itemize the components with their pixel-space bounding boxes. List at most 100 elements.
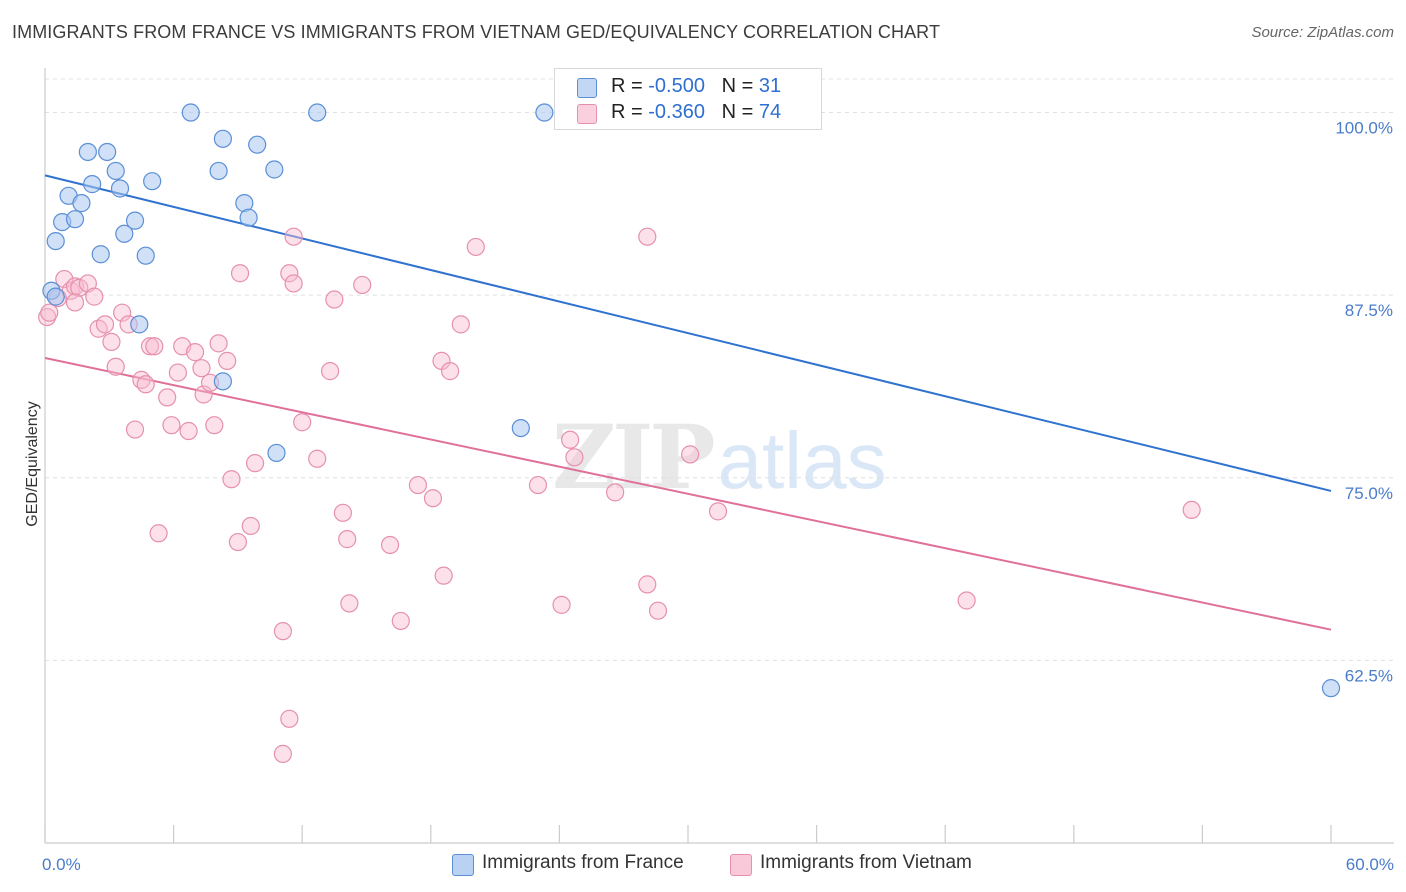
legend-text-france: R = -0.500 N = 31	[611, 75, 781, 98]
vietnam-point	[708, 502, 728, 521]
france-point	[213, 129, 232, 148]
vietnam-point	[125, 420, 145, 439]
vietnam-point	[391, 611, 410, 631]
france-point	[248, 135, 267, 154]
vietnam-point	[440, 362, 460, 381]
series-france-points	[42, 103, 1341, 698]
france-point	[65, 210, 85, 229]
vietnam-point	[230, 264, 250, 283]
france-point	[125, 211, 145, 230]
france-point	[1321, 679, 1341, 698]
vietnam-point	[648, 601, 668, 620]
france-point	[239, 208, 258, 227]
vietnam-point	[565, 448, 584, 467]
vietnam-point	[85, 287, 104, 306]
vietnam-point	[308, 449, 327, 468]
vietnam-point	[293, 413, 312, 432]
source-label: Source: ZipAtlas.com	[1251, 24, 1394, 41]
watermark-atlas: atlas	[717, 416, 887, 505]
france-point	[46, 287, 65, 306]
vietnam-point	[284, 227, 303, 246]
vietnam-point	[380, 535, 400, 555]
vietnam-point	[179, 421, 198, 441]
vietnam-point	[273, 622, 293, 641]
x-tick-label-min: 0.0%	[42, 855, 81, 874]
trend-lines	[44, 174, 1332, 631]
x-tick-label-max: 60.0%	[1346, 855, 1394, 874]
vietnam-point	[408, 475, 428, 495]
y-tick-label: 100.0%	[1335, 119, 1393, 138]
france-point	[267, 443, 286, 463]
france-point	[213, 372, 232, 391]
vietnam-point	[638, 227, 657, 246]
trend-line-vietnam	[44, 356, 1332, 631]
legend-label-france: Immigrants from France	[482, 852, 684, 873]
france-point	[78, 142, 97, 162]
legend-n-label: N =	[721, 75, 754, 97]
vietnam-point	[451, 315, 470, 334]
legend-text-vietnam: R = -0.360 N = 74	[611, 101, 781, 124]
legend-n-label: N =	[721, 101, 754, 123]
watermark-zip: ZIP	[552, 405, 716, 509]
vietnam-point	[205, 416, 224, 435]
vietnam-point	[320, 362, 340, 381]
france-point	[130, 315, 149, 334]
vietnam-point	[284, 274, 303, 293]
france-point	[106, 161, 125, 181]
vietnam-point	[338, 530, 357, 549]
france-point	[209, 161, 228, 181]
legend-swatch-vietnam	[730, 854, 752, 876]
vietnam-point	[102, 332, 121, 351]
france-point	[136, 246, 155, 265]
france-point	[110, 179, 130, 198]
vietnam-point	[162, 416, 181, 435]
vietnam-point	[434, 566, 453, 585]
vietnam-point	[194, 385, 213, 404]
legend-r-value: -0.360	[648, 101, 705, 123]
vietnam-point	[241, 516, 260, 536]
vietnam-point	[149, 524, 168, 543]
vietnam-point	[333, 503, 353, 522]
trend-line-france	[44, 174, 1332, 492]
vietnam-point	[528, 475, 548, 495]
vietnam-point	[209, 334, 228, 353]
vietnam-point	[168, 363, 187, 382]
legend-r-label: R =	[611, 101, 643, 123]
france-point	[115, 224, 134, 243]
legend-swatch-france	[452, 854, 474, 876]
vietnam-point	[228, 532, 247, 552]
y-tick-label: 87.5%	[1345, 301, 1393, 320]
france-point	[535, 103, 554, 122]
vietnam-point	[185, 343, 205, 362]
legend-r-value: -0.500	[648, 75, 705, 97]
vietnam-point	[1182, 500, 1201, 520]
vietnam-point	[145, 337, 164, 356]
vietnam-point	[325, 290, 344, 309]
vietnam-point	[340, 594, 359, 613]
legend-label-vietnam: Immigrants from Vietnam	[760, 852, 972, 873]
chart-title: IMMIGRANTS FROM FRANCE VS IMMIGRANTS FRO…	[12, 22, 941, 42]
vietnam-point	[957, 591, 976, 610]
vietnam-point	[158, 388, 177, 407]
series-vietnam-points	[38, 227, 1201, 763]
vietnam-point	[136, 375, 155, 394]
legend-swatch-france	[577, 78, 597, 98]
vietnam-point	[423, 489, 443, 508]
vietnam-point	[353, 275, 372, 295]
vietnam-point	[70, 278, 89, 297]
france-point	[511, 418, 530, 438]
vietnam-point	[106, 357, 125, 376]
legend-swatch-vietnam	[577, 104, 597, 124]
france-point	[143, 172, 162, 191]
correlation-legend: R = -0.500 N = 31 R = -0.360 N = 74	[554, 68, 822, 130]
vietnam-point	[466, 237, 485, 257]
vietnam-point	[245, 454, 265, 473]
vietnam-point	[218, 351, 237, 370]
vietnam-point	[113, 303, 132, 322]
legend-n-value: 31	[758, 75, 782, 97]
y-tick-label: 75.0%	[1345, 484, 1393, 503]
legend-r-label: R =	[611, 75, 643, 97]
france-point	[265, 160, 284, 179]
france-point	[91, 245, 110, 264]
